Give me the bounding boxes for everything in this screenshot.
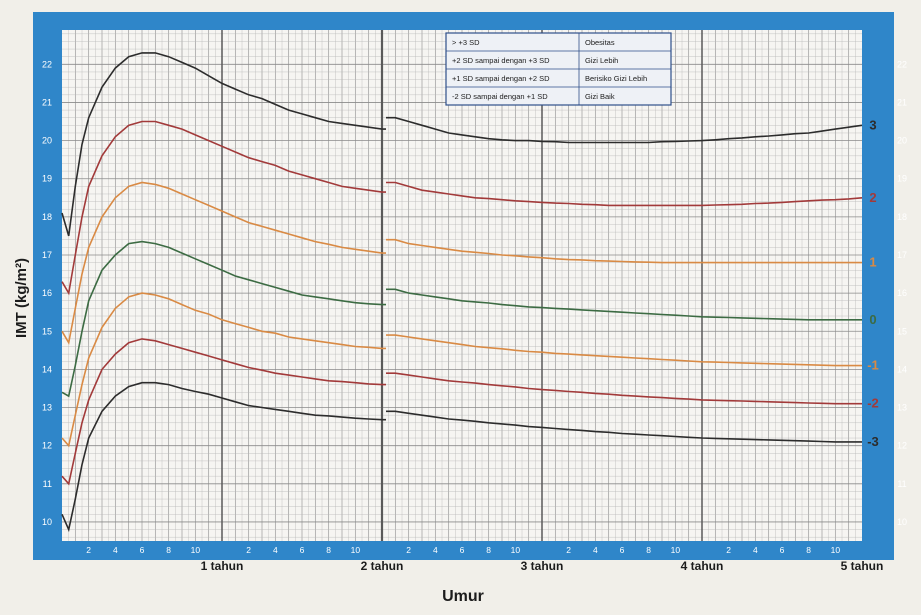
x-tick-label: 4 (113, 545, 118, 555)
y-tick-label-right: 16 (897, 288, 907, 298)
curve-label: 2 (869, 190, 876, 205)
x-year-label: 1 tahun (201, 559, 244, 573)
curve-1-part1 (61, 181, 386, 345)
x-tick-label: 2 (86, 545, 91, 555)
x-tick-label: 8 (166, 545, 171, 555)
y-tick-label-left: 19 (42, 174, 52, 184)
curve--3-part2 (386, 410, 862, 443)
x-tick-label: 8 (486, 545, 491, 555)
x-year-label: 2 tahun (361, 559, 404, 573)
x-tick-label: 10 (351, 545, 361, 555)
x-tick-label: 4 (593, 545, 598, 555)
curve-labels: 3 2 1 0 -1 -2 -3 (867, 117, 879, 449)
x-tick-label: 6 (140, 545, 145, 555)
y-tick-label-right: 14 (897, 364, 907, 374)
x-tick-label: 8 (646, 545, 651, 555)
y-tick-label-right: 20 (897, 136, 907, 146)
y-tick-label-right: 11 (897, 479, 906, 489)
curve--2-part1 (61, 338, 386, 486)
legend-range: +1 SD sampai dengan +2 SD (452, 74, 550, 83)
legend-status: Gizi Baik (585, 92, 615, 101)
x-tick-label: 6 (300, 545, 305, 555)
y-tick-label-right: 13 (897, 403, 907, 413)
curve-0-part2 (386, 288, 862, 321)
curve--3-part1 (61, 381, 386, 533)
y-tick-label-right: 18 (897, 212, 907, 222)
y-tick-label-left: 11 (43, 479, 52, 489)
x-year-label: 4 tahun (681, 559, 724, 573)
curves (61, 52, 863, 533)
x-tick-label: 2 (406, 545, 411, 555)
y-tick-label-left: 20 (42, 136, 52, 146)
x-tick-label: 2 (246, 545, 251, 555)
y-tick-label-right: 19 (897, 174, 907, 184)
x-tick-label: 10 (831, 545, 841, 555)
x-tick-label: 4 (433, 545, 438, 555)
y-tick-label-left: 12 (42, 441, 52, 451)
y-tick-label-right: 21 (897, 97, 907, 107)
y-tick-label-left: 14 (42, 364, 52, 374)
x-axis-label: Umur (442, 588, 484, 605)
x-tick-label: 8 (806, 545, 811, 555)
y-tick-label-left: 16 (42, 288, 52, 298)
y-tick-label-left: 15 (42, 326, 52, 336)
y-tick-label-right: 12 (897, 441, 907, 451)
y-tick-label-left: 22 (42, 59, 52, 69)
grid (62, 30, 862, 541)
x-tick-label: 2 (726, 545, 731, 555)
curve-2-part2 (386, 181, 863, 207)
y-tick-label-left: 17 (42, 250, 52, 260)
curve-label: 1 (869, 255, 876, 270)
legend-range: > +3 SD (452, 38, 480, 47)
x-tick-label: 10 (511, 545, 521, 555)
y-tick-label-left: 10 (42, 517, 52, 527)
curve-label: 3 (869, 117, 876, 132)
x-tick-label: 4 (753, 545, 758, 555)
y-tick-label-right: 22 (897, 59, 907, 69)
curve-label: -3 (867, 434, 879, 449)
legend-range: -2 SD sampai dengan +1 SD (452, 92, 548, 101)
y-tick-label-right: 10 (897, 517, 907, 527)
x-tick-label: 6 (460, 545, 465, 555)
legend-table: > +3 SD Obesitas +2 SD sampai dengan +3 SD… (445, 32, 672, 106)
curve-2-part1 (61, 120, 386, 296)
legend-status: Berisiko Gizi Lebih (585, 74, 647, 83)
y-tick-label-right: 17 (897, 250, 907, 260)
x-tick-label: 8 (326, 545, 331, 555)
x-tick-label: 10 (191, 545, 201, 555)
curve-3-part1 (61, 52, 386, 237)
curve-1-part2 (386, 238, 862, 264)
x-tick-label: 2 (566, 545, 571, 555)
x-tick-label: 10 (671, 545, 681, 555)
x-year-label: 5 tahun (841, 559, 884, 573)
x-year-label: 3 tahun (521, 559, 564, 573)
legend-status: Gizi Lebih (585, 56, 618, 65)
curve--1-part2 (386, 334, 862, 367)
y-tick-label-left: 21 (42, 97, 52, 107)
x-tick-label: 6 (780, 545, 785, 555)
x-tick-label: 4 (273, 545, 278, 555)
x-tick-label: 6 (620, 545, 625, 555)
y-tick-label-right: 15 (897, 326, 907, 336)
curve--2-part2 (386, 372, 862, 405)
curve-3-part2 (386, 116, 863, 144)
y-tick-label-left: 13 (42, 403, 52, 413)
legend-status: Obesitas (585, 38, 615, 47)
curve-label: 0 (869, 312, 876, 327)
legend-range: +2 SD sampai dengan +3 SD (452, 56, 550, 65)
y-axis-label: IMT (kg/m²) (13, 258, 30, 338)
y-tick-label-left: 18 (42, 212, 52, 222)
curve-label: -2 (867, 396, 879, 411)
curve-label: -1 (867, 358, 879, 373)
curve--1-part1 (61, 292, 386, 448)
curve-0-part1 (61, 240, 386, 398)
